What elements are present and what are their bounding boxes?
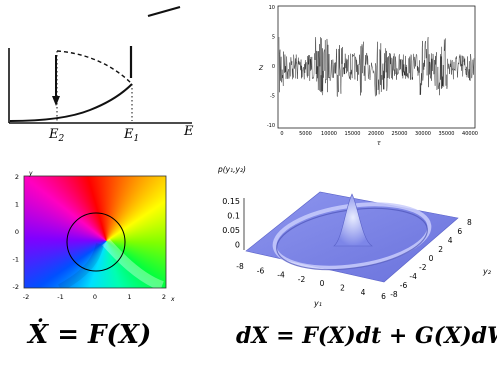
y-tick-label: 1 [15,201,19,209]
y1-tick-label: 2 [340,284,345,293]
y2-tick-label: -4 [409,272,417,281]
x-tick-label: 15000 [345,131,361,137]
deterministic-equation: Ẋ = F(X) [28,320,152,350]
y1-tick-labels: -8 -6 -4 -2 0 2 4 6 [236,262,386,301]
spiral-arm [58,242,104,288]
e1-label: E1 [123,127,139,144]
x-tick-label: 30000 [415,131,431,137]
y2-tick-label: 6 [457,227,462,236]
y1-tick-label: -6 [257,266,265,275]
x-tick-label: 2 [162,293,166,301]
x-tick-label: 40000 [462,131,478,137]
stochastic-equation: dX = F(X)dt + G(X)dW [236,323,497,349]
y2-tick-label: -6 [400,281,408,290]
signal-trace [278,36,475,98]
z-tick-labels: 0.15 0.1 0.05 0 [222,197,240,250]
y2-tick-label: 8 [467,218,472,227]
z-tick-label: 0 [235,241,240,250]
time-series-plot: 10 5 0 -5 -10 0 5000 10000 15000 20000 25000 30000… [258,5,478,147]
y2-tick-label: -8 [390,290,398,299]
spiral-arm [102,238,164,288]
z-axis-label: p(y₁,y₂) [217,165,246,174]
central-peak [333,193,374,247]
phase-frame [23,175,167,289]
x-tick-label: 35000 [439,131,455,137]
limit-cycle [66,212,126,272]
z-tick-label: 0.15 [222,197,240,206]
y-tick-labels: 10 5 0 -5 -10 [267,5,275,129]
x-tick-labels: -2 -1 0 1 2 [23,293,166,301]
x-tick-label: 25000 [392,131,408,137]
y-tick-label: 2 [15,173,19,181]
y-tick-label: -2 [13,283,19,291]
x-axis-label: τ [377,140,381,147]
x-axis-label: x [170,296,175,303]
y2-tick-label: 0 [429,254,434,263]
y1-tick-label: -2 [298,275,306,284]
noise-signal [278,36,475,98]
unstable-branch [56,50,133,85]
y1-tick-label: 4 [361,288,366,297]
y1-tick-label: -4 [277,271,285,280]
y1-tick-label: -8 [236,262,244,271]
e-axis-label: E [183,124,194,139]
x-tick-label: 0 [93,293,97,301]
x-tick-label: 20000 [368,131,384,137]
y2-axis-label: y₂ [482,267,492,276]
e2-label: E2 [48,127,65,144]
y-tick-label: 0 [272,64,275,70]
upper-branch-segment [147,5,181,18]
y1-axis-label: y₁ [313,299,322,308]
z-tick-label: 0.05 [222,226,240,235]
y-tick-labels: 2 1 0 -1 -2 [13,173,19,291]
y1-tick-label: 0 [320,279,325,288]
x-tick-label: 0 [280,131,283,137]
y-tick-label: 5 [272,35,275,41]
x-tick-label: 1 [127,293,131,301]
x-tick-label: 5000 [299,131,312,137]
y2-tick-label: 4 [448,236,453,245]
z-tick-label: 0.1 [227,212,240,221]
phase-portrait: -2 -1 0 1 2 2 1 0 -1 -2 x y [13,170,175,303]
probability-surface: 0.150.10.050 p(y₁,y₂) -8 -6 -4 -2 0 2 4 6 86420… [217,165,492,308]
y-tick-label: 0 [15,228,19,236]
y-axis-label: y [28,170,33,177]
y-tick-label: 10 [269,5,275,11]
x-tick-labels: 0 5000 10000 15000 20000 25000 30000 35000 40000 [280,131,478,137]
x-tick-label: -1 [57,293,63,301]
y-tick-label: -5 [270,94,275,100]
y2-tick-label: -2 [419,263,427,272]
y-axis-label: Z [258,65,264,72]
y-tick-label: -10 [267,123,275,129]
y1-tick-label: 6 [381,292,386,301]
stable-branch [9,83,133,122]
phase-color-field [24,176,166,288]
plot-frame [277,5,476,129]
jump-down-arrow-head [52,96,60,106]
bifurcation-diagram: E2 E1 E [8,5,194,144]
y2-tick-label: 2 [438,245,443,254]
x-tick-label: 10000 [321,131,337,137]
x-tick-label: -2 [23,293,29,301]
y-tick-label: -1 [13,256,19,264]
